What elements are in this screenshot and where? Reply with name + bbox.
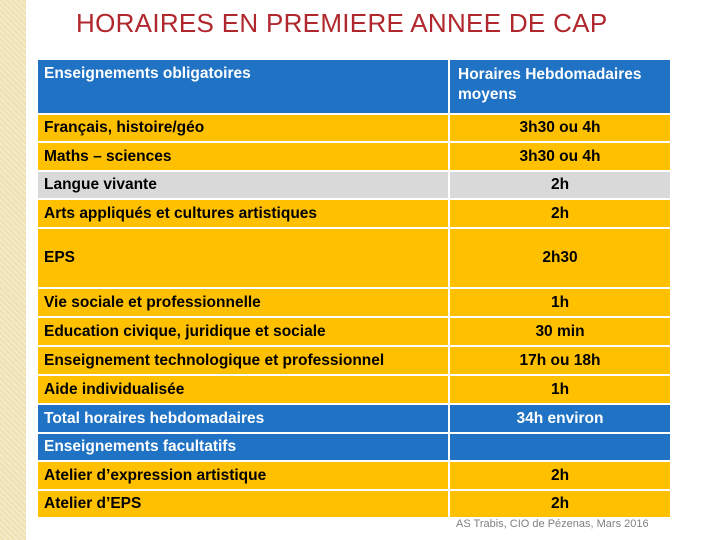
header-subjects: Enseignements obligatoires	[36, 58, 450, 115]
page-title: HORAIRES EN PREMIERE ANNEE DE CAP	[76, 8, 608, 38]
row-label: EPS	[36, 227, 450, 289]
row-label: Arts appliqués et cultures artistiques	[36, 198, 450, 229]
row-hours: 30 min	[448, 316, 672, 347]
table-row: EPS 2h30	[36, 227, 672, 289]
table-row: Français, histoire/géo 3h30 ou 4h	[36, 113, 672, 143]
row-hours: 2h30	[448, 227, 672, 289]
row-hours	[448, 432, 672, 462]
row-label: Maths – sciences	[36, 141, 450, 172]
row-hours: 2h	[448, 460, 672, 491]
row-hours: 34h environ	[448, 403, 672, 434]
table-row: Arts appliqués et cultures artistiques 2…	[36, 198, 672, 229]
total-row: Total horaires hebdomadaires 34h environ	[36, 403, 672, 434]
row-label: Langue vivante	[36, 170, 450, 200]
optional-section-header: Enseignements facultatifs	[36, 432, 672, 462]
row-hours: 3h30 ou 4h	[448, 113, 672, 143]
table-row: Education civique, juridique et sociale …	[36, 316, 672, 347]
schedule-table: Enseignements obligatoires Horaires Hebd…	[36, 58, 672, 519]
table-header-row: Enseignements obligatoires Horaires Hebd…	[36, 58, 672, 115]
row-label: Atelier d’expression artistique	[36, 460, 450, 491]
row-label: Atelier d’EPS	[36, 489, 450, 519]
row-label: Total horaires hebdomadaires	[36, 403, 450, 434]
row-hours: 1h	[448, 374, 672, 405]
row-hours: 2h	[448, 198, 672, 229]
row-label: Français, histoire/géo	[36, 113, 450, 143]
table-row: Vie sociale et professionnelle 1h	[36, 287, 672, 318]
row-label: Vie sociale et professionnelle	[36, 287, 450, 318]
table-row: Maths – sciences 3h30 ou 4h	[36, 141, 672, 172]
table-row: Atelier d’expression artistique 2h	[36, 460, 672, 491]
header-hours: Horaires Hebdomadaires moyens	[448, 58, 672, 115]
row-label: Aide individualisée	[36, 374, 450, 405]
row-hours: 3h30 ou 4h	[448, 141, 672, 172]
row-label: Education civique, juridique et sociale	[36, 316, 450, 347]
row-hours: 2h	[448, 170, 672, 200]
decorative-side-stripe	[0, 0, 26, 540]
table-row: Atelier d’EPS 2h	[36, 489, 672, 519]
row-label: Enseignements facultatifs	[36, 432, 450, 462]
credit-footer: AS Trabis, CIO de Pézenas, Mars 2016	[456, 518, 649, 530]
row-hours: 1h	[448, 287, 672, 318]
table-row: Enseignement technologique et profession…	[36, 345, 672, 376]
row-hours: 17h ou 18h	[448, 345, 672, 376]
row-hours: 2h	[448, 489, 672, 519]
row-label: Enseignement technologique et profession…	[36, 345, 450, 376]
table-row: Aide individualisée 1h	[36, 374, 672, 405]
table-row: Langue vivante 2h	[36, 170, 672, 200]
